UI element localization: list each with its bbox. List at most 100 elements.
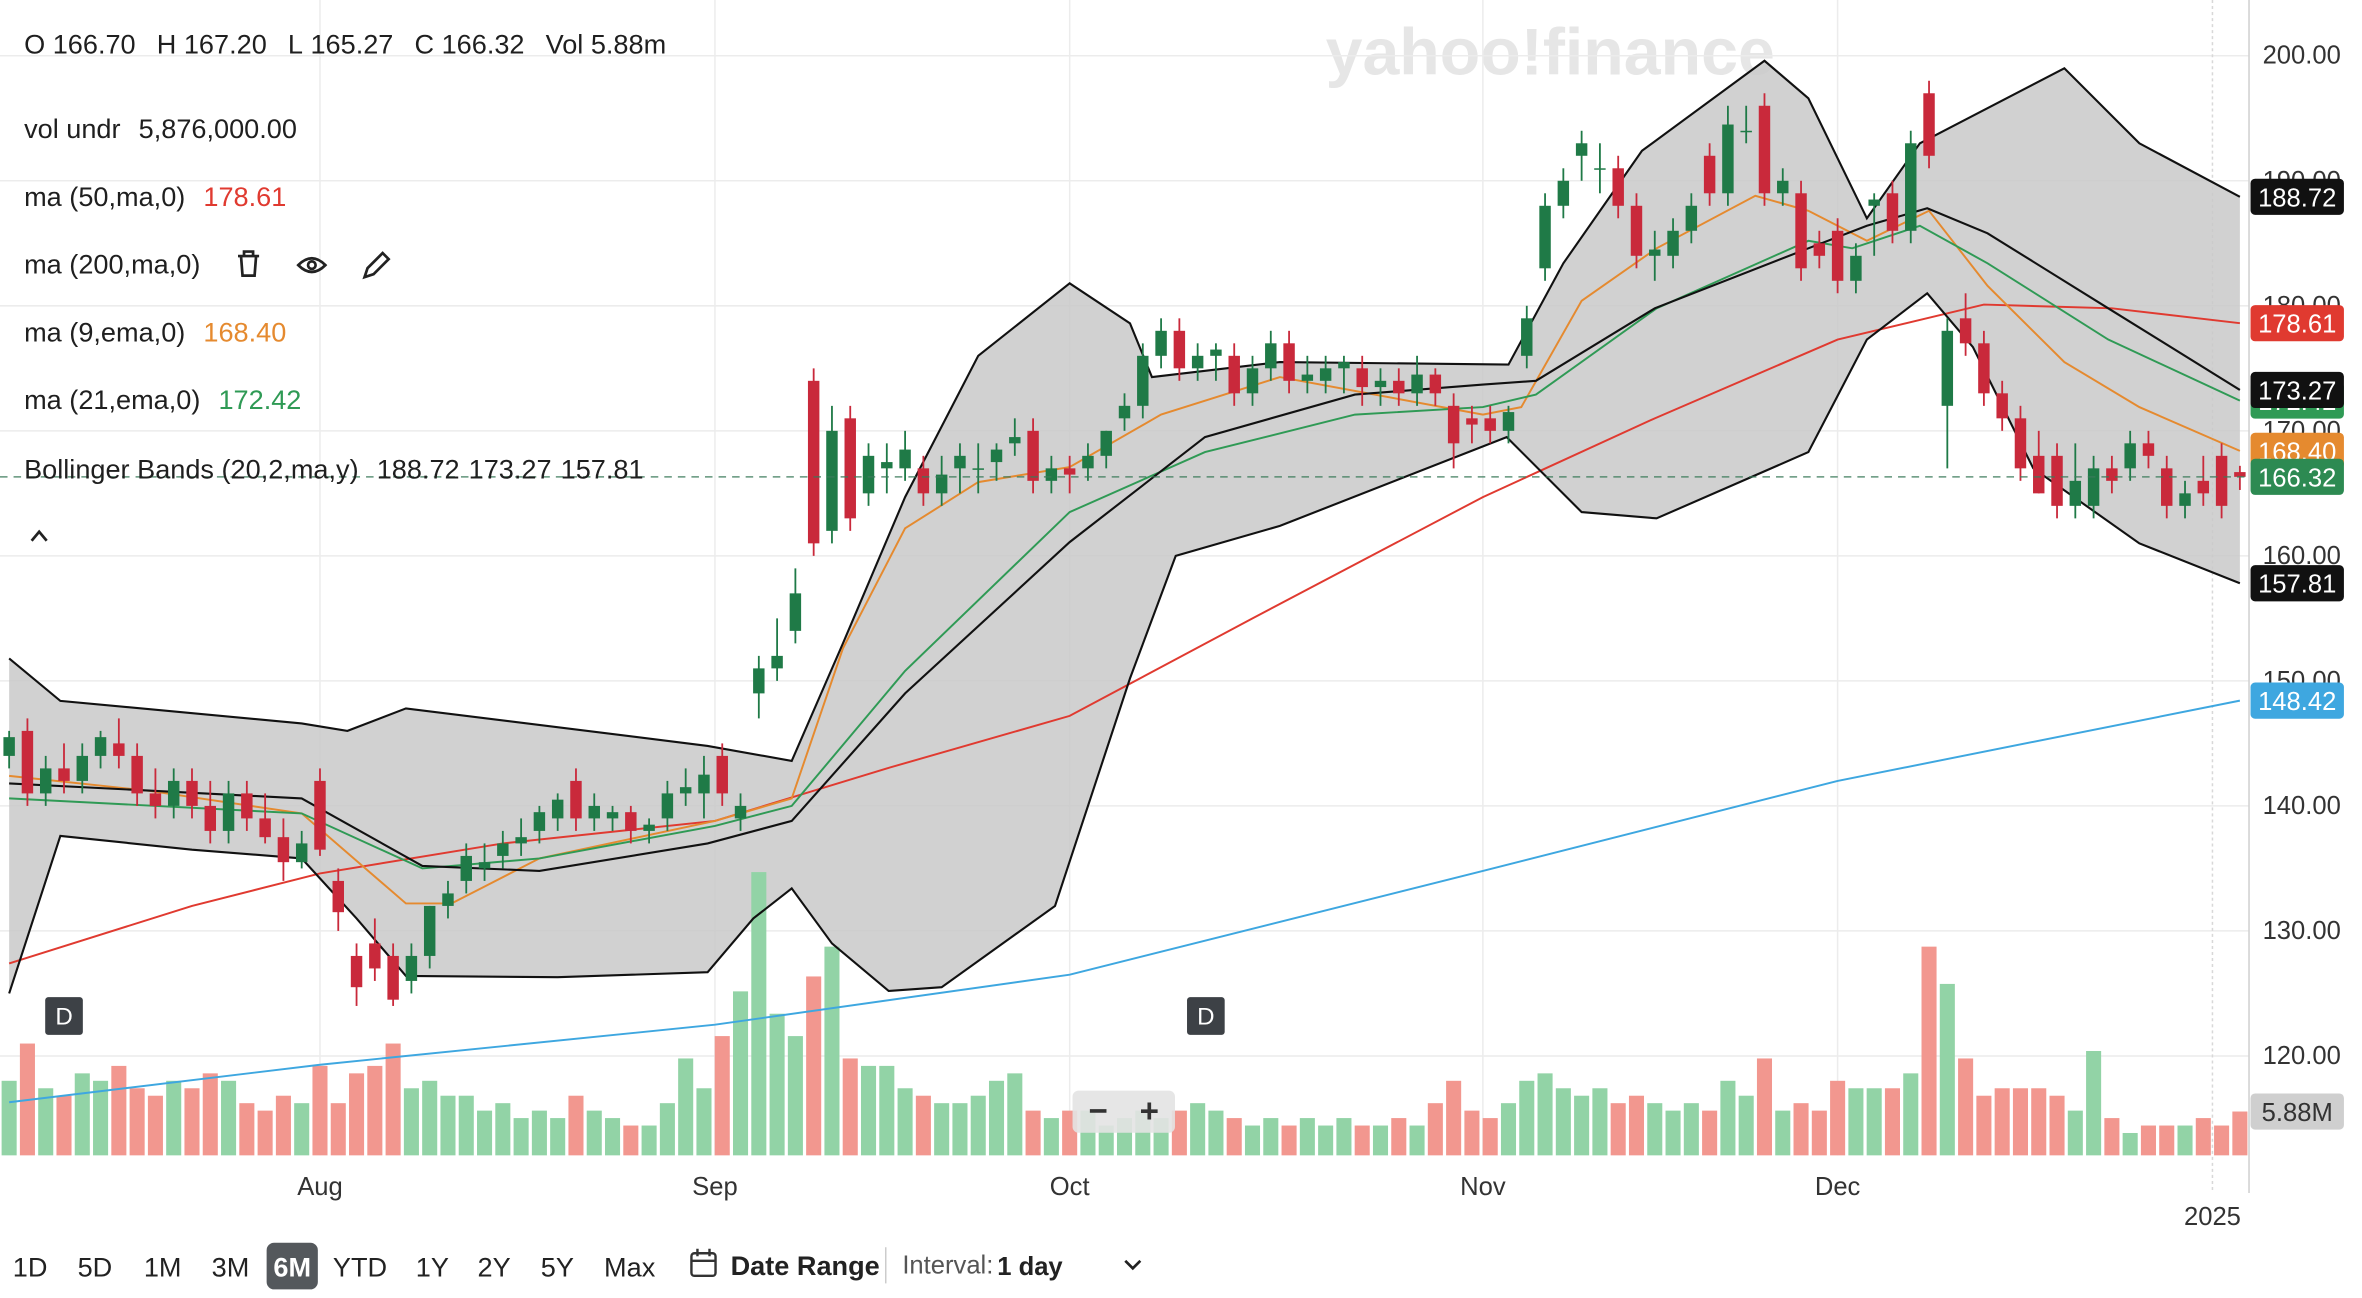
event-marker-label: D (1197, 1003, 1214, 1030)
candle-body (241, 793, 253, 819)
volume-bar (1976, 1095, 1992, 1156)
candle-body (1905, 143, 1917, 231)
volume-bar (1244, 1125, 1261, 1156)
volume-bar (2067, 1110, 2083, 1156)
candle-body (1502, 412, 1515, 431)
range-button[interactable]: 2Y (478, 1251, 511, 1282)
volume-bar (147, 1095, 163, 1156)
volume-bar (1043, 1118, 1059, 1156)
volume-bar (915, 1095, 931, 1156)
price-badge-label: 188.72 (2258, 184, 2336, 212)
volume-bar (74, 1073, 90, 1156)
volume-bar (952, 1103, 968, 1156)
indicator-value: 157.81 (561, 453, 644, 484)
volume-bar (1318, 1125, 1334, 1156)
volume-bar (385, 1043, 401, 1156)
indicator-name: ma (200,ma,0) (24, 248, 200, 279)
candle-body (1667, 230, 1679, 256)
legend: O 166.70 H 167.20 L 165.27 C 166.32 Vol 5.88m vol… (24, 28, 666, 542)
volume-bar (659, 1103, 675, 1156)
bollinger-middle (9, 207, 2241, 872)
volume-bar (1171, 1110, 1187, 1156)
interval-value[interactable]: 1 day (997, 1253, 1063, 1281)
volume-bar (221, 1080, 237, 1156)
volume-bar (678, 1058, 694, 1156)
volume-bar (696, 1088, 712, 1156)
volume-bar (403, 1088, 419, 1156)
y-tick-label: 130.00 (2263, 917, 2341, 945)
range-button[interactable]: 5D (78, 1251, 113, 1282)
candle-body (167, 780, 180, 806)
range-button[interactable]: 1D (13, 1251, 48, 1282)
candle-body (1082, 455, 1094, 469)
price-badge (2250, 305, 2344, 342)
candle-body (460, 855, 472, 881)
candle-body (39, 768, 52, 794)
candle-body (2234, 472, 2246, 477)
range-button[interactable]: Max (604, 1251, 656, 1282)
ohlc-row: O 166.70 H 167.20 L 165.27 C 166.32 Vol 5.88m (24, 28, 666, 59)
volume-bar (275, 1095, 291, 1156)
delete-icon[interactable] (238, 250, 260, 278)
ohlc-label: O (24, 28, 45, 59)
visibility-icon[interactable] (296, 256, 328, 274)
volume-bar (714, 1036, 730, 1156)
indicator-value: 5,876,000.00 (139, 113, 297, 144)
candle-body (1356, 368, 1368, 388)
candle-body (515, 837, 527, 844)
price-badge-label: 173.27 (2258, 377, 2336, 405)
x-tick-label: Nov (1460, 1173, 1506, 1201)
edit-icon[interactable] (362, 251, 391, 280)
volume-bar (1793, 1103, 1809, 1156)
date-range-button[interactable]: Date Range (731, 1250, 880, 1281)
volume-bar (2031, 1088, 2047, 1156)
candle-body (1210, 349, 1222, 356)
price-badge (2250, 565, 2344, 602)
volume-bar (2122, 1132, 2138, 1156)
volume-bar (257, 1110, 273, 1156)
volume-bar (2214, 1125, 2230, 1156)
zoom-in[interactable]: + (1140, 1093, 1159, 1130)
candle-body (1265, 343, 1277, 369)
volume-bar (1409, 1125, 1425, 1156)
ma-line (8, 303, 2240, 965)
volume-bar (1884, 1088, 1901, 1156)
zoom-out[interactable]: − (1088, 1093, 1107, 1130)
volume-bar (2140, 1125, 2156, 1156)
candle-body (771, 655, 783, 669)
volume-bar (1903, 1073, 1919, 1156)
ohlc-label: H (157, 28, 177, 59)
candle-body (58, 768, 70, 781)
event-marker[interactable] (45, 997, 83, 1035)
candle-body (1338, 362, 1350, 369)
volume-bar (330, 1103, 346, 1156)
volume-bar (1610, 1103, 1626, 1156)
candle-body (1374, 380, 1387, 388)
candle-body (679, 787, 692, 794)
range-button[interactable]: 3M (212, 1251, 250, 1282)
candle-body (606, 812, 619, 819)
price-badge-label: 178.61 (2258, 311, 2336, 339)
candle-body (588, 805, 600, 819)
range-button[interactable]: 1M (144, 1251, 182, 1282)
candle-body (387, 955, 399, 1000)
event-marker[interactable] (1187, 997, 1225, 1035)
volume-bar (550, 1118, 566, 1156)
range-button[interactable]: YTD (333, 1251, 387, 1282)
zoom-control (1072, 1090, 1175, 1133)
indicator-value: 173.27 (469, 453, 552, 484)
volume-bar (367, 1065, 383, 1156)
range-button[interactable]: 1Y (416, 1251, 449, 1282)
volume-bar (1025, 1110, 1041, 1156)
watermark: yahoo!finance (1326, 16, 1775, 90)
candle-body (1813, 243, 1826, 256)
collapse-caret[interactable] (30, 529, 48, 542)
indicator-name: ma (50,ma,0) (24, 180, 185, 211)
candle-body (625, 812, 637, 831)
interval-chevron[interactable] (1124, 1259, 1142, 1271)
candle-body (1484, 418, 1496, 431)
candle-body (204, 805, 216, 831)
candle-body (881, 462, 893, 469)
range-button[interactable]: 6M (273, 1251, 311, 1282)
range-button[interactable]: 5Y (541, 1251, 574, 1282)
